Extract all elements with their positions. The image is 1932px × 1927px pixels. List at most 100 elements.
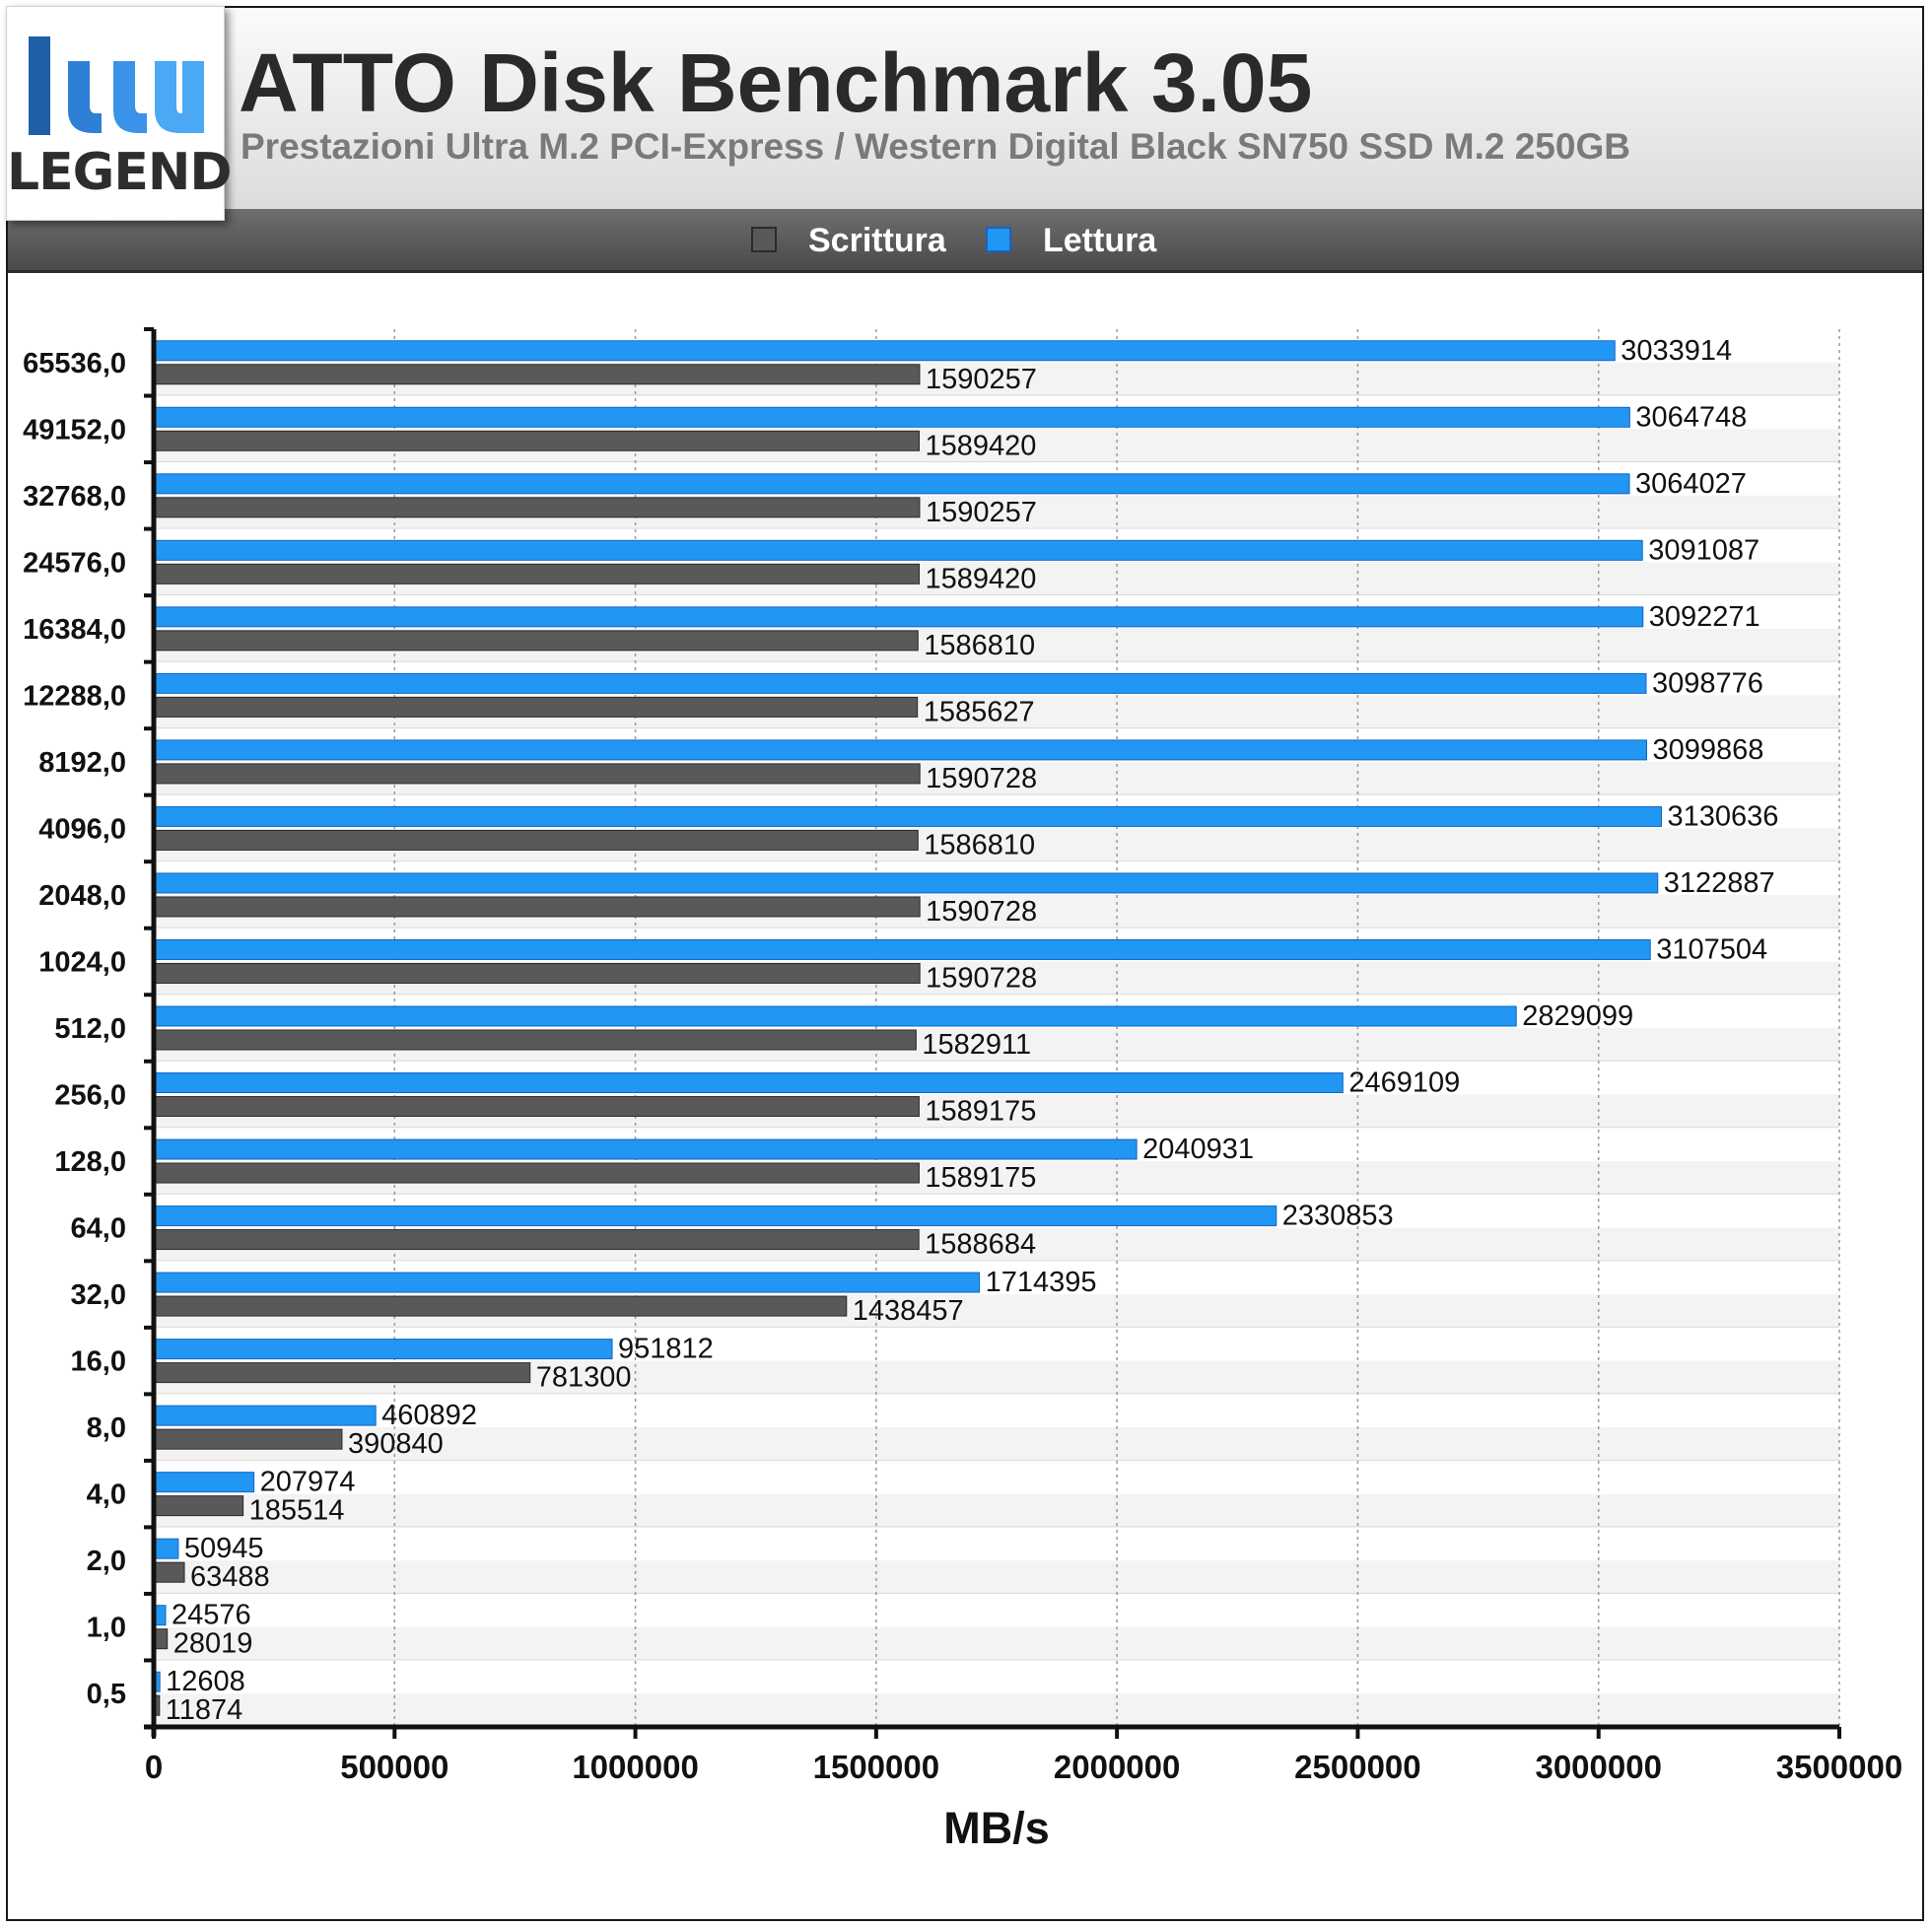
data-label-lettura: 50945 xyxy=(184,1533,264,1564)
x-tick-label: 2500000 xyxy=(1294,1749,1420,1785)
legend-swatch-scrittura xyxy=(751,227,777,252)
data-label-lettura: 460892 xyxy=(381,1400,477,1431)
data-label-scrittura: 1589420 xyxy=(926,430,1037,461)
data-label-scrittura: 1586810 xyxy=(924,630,1035,661)
category-label: 2048,0 xyxy=(38,880,126,912)
data-label-lettura: 3107504 xyxy=(1656,933,1767,965)
category-label: 2,0 xyxy=(87,1546,126,1577)
plot-band xyxy=(154,1394,1839,1428)
data-label-lettura: 207974 xyxy=(260,1467,356,1498)
data-label-scrittura: 1586810 xyxy=(924,829,1035,860)
data-label-lettura: 2040931 xyxy=(1142,1134,1254,1165)
data-label-lettura: 3099868 xyxy=(1653,734,1764,766)
data-label-lettura: 12608 xyxy=(166,1666,245,1697)
category-label: 1,0 xyxy=(87,1613,126,1644)
legend-swatch-lettura xyxy=(986,227,1011,252)
bar-lettura xyxy=(153,406,1630,428)
chart-subtitle: Prestazioni Ultra M.2 PCI-Express / West… xyxy=(241,126,1630,167)
bar-scrittura xyxy=(153,563,921,585)
x-tick-label: 0 xyxy=(145,1749,163,1785)
plot-band xyxy=(154,1593,1839,1627)
bar-lettura xyxy=(153,672,1647,694)
bar-scrittura xyxy=(153,1561,185,1583)
bar-scrittura xyxy=(153,430,921,451)
legend-label-scrittura: Scrittura xyxy=(808,222,946,259)
x-tick-label: 2000000 xyxy=(1054,1749,1180,1785)
category-label: 8,0 xyxy=(87,1412,126,1444)
data-label-scrittura: 28019 xyxy=(173,1628,253,1660)
bar-lettura xyxy=(153,872,1659,894)
chart-title: ATTO Disk Benchmark 3.05 xyxy=(239,36,1313,129)
bar-lettura xyxy=(153,340,1616,362)
bar-scrittura xyxy=(153,1162,920,1184)
bar-lettura xyxy=(153,1072,1344,1094)
x-axis-title: MB/s xyxy=(943,1803,1050,1853)
data-label-scrittura: 1590257 xyxy=(926,364,1037,395)
data-label-lettura: 3091087 xyxy=(1648,534,1760,566)
category-label: 8192,0 xyxy=(38,747,126,779)
data-label-scrittura: 1585627 xyxy=(924,696,1035,727)
bar-lettura xyxy=(153,1538,179,1559)
bar-scrittura xyxy=(153,497,921,518)
category-label: 4,0 xyxy=(87,1480,126,1511)
category-label: 32768,0 xyxy=(23,481,126,513)
bar-lettura xyxy=(153,1005,1517,1027)
data-label-scrittura: 781300 xyxy=(536,1362,632,1394)
plot-band xyxy=(154,1527,1839,1561)
data-label-lettura: 3122887 xyxy=(1664,867,1775,899)
bar-scrittura xyxy=(153,1029,917,1051)
bar-scrittura xyxy=(153,763,921,785)
bar-lettura xyxy=(153,1138,1138,1160)
data-label-scrittura: 1438457 xyxy=(853,1295,964,1327)
category-label: 12288,0 xyxy=(23,680,126,712)
data-label-scrittura: 1582911 xyxy=(922,1029,1031,1061)
category-label: 24576,0 xyxy=(23,547,126,579)
bar-lettura xyxy=(153,938,1651,960)
data-label-lettura: 3064748 xyxy=(1635,401,1747,433)
bar-lettura xyxy=(153,606,1644,628)
chart-header xyxy=(8,8,1922,211)
category-label: 32,0 xyxy=(71,1279,126,1311)
logo: LEGEND xyxy=(6,6,233,221)
data-label-scrittura: 1588684 xyxy=(925,1229,1036,1261)
data-label-scrittura: 1590728 xyxy=(926,763,1037,794)
bar-scrittura xyxy=(153,829,919,851)
plot-band xyxy=(154,1693,1839,1727)
data-label-lettura: 24576 xyxy=(172,1600,251,1631)
plot-band xyxy=(154,1493,1839,1528)
category-label: 1024,0 xyxy=(38,946,126,978)
category-label: 512,0 xyxy=(54,1013,126,1045)
category-label: 65536,0 xyxy=(23,348,126,379)
bar-lettura xyxy=(153,539,1643,561)
data-label-scrittura: 1590257 xyxy=(926,497,1037,528)
plot-band xyxy=(154,1660,1839,1694)
category-label: 16,0 xyxy=(71,1346,126,1378)
bar-lettura xyxy=(153,473,1630,495)
data-label-scrittura: 1590728 xyxy=(926,896,1037,928)
bar-scrittura xyxy=(153,1495,244,1517)
bar-scrittura xyxy=(153,1229,920,1251)
data-label-scrittura: 1589420 xyxy=(926,563,1037,594)
data-label-lettura: 3092271 xyxy=(1649,601,1760,633)
bar-lettura xyxy=(153,1339,613,1360)
category-label: 64,0 xyxy=(71,1213,126,1245)
bar-lettura xyxy=(153,1272,981,1293)
bar-scrittura xyxy=(153,1362,531,1384)
bar-lettura xyxy=(153,1472,255,1493)
data-label-scrittura: 1590728 xyxy=(926,962,1037,994)
data-label-scrittura: 63488 xyxy=(190,1561,270,1593)
plot-band xyxy=(154,1626,1839,1661)
bar-lettura xyxy=(153,1405,377,1426)
data-label-lettura: 2330853 xyxy=(1282,1201,1394,1232)
data-label-scrittura: 11874 xyxy=(166,1694,243,1726)
category-label: 128,0 xyxy=(54,1146,126,1178)
legend-bar xyxy=(8,209,1922,273)
bar-lettura xyxy=(153,739,1648,761)
logo-mark-icon xyxy=(29,36,204,135)
data-label-lettura: 3033914 xyxy=(1621,335,1732,367)
category-label: 16384,0 xyxy=(23,614,126,646)
data-label-scrittura: 185514 xyxy=(249,1495,345,1527)
bar-scrittura xyxy=(153,1295,848,1317)
x-tick-label: 3000000 xyxy=(1535,1749,1661,1785)
